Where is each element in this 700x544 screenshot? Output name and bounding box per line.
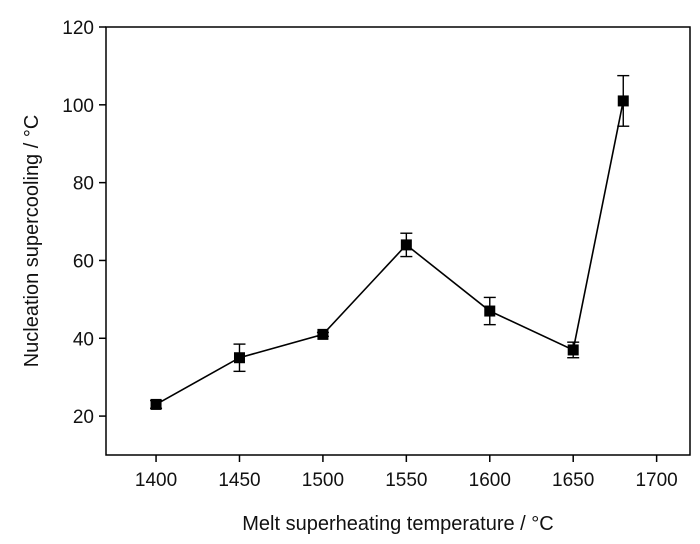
data-point-1650 <box>567 341 580 359</box>
data-point-1500 <box>316 328 329 340</box>
data-marker <box>150 398 162 410</box>
data-marker <box>317 328 329 340</box>
data-point-1600 <box>483 296 496 326</box>
data-marker <box>567 344 579 356</box>
x-tick-label: 1550 <box>385 470 427 491</box>
data-point-1400 <box>150 398 163 410</box>
x-tick-label: 1700 <box>635 470 677 491</box>
series-line <box>155 100 625 406</box>
plot-frame <box>105 26 691 456</box>
data-point-1680 <box>617 74 630 127</box>
x-tick-label: 1400 <box>135 470 177 491</box>
y-axis-title: Nucleation supercooling / °C <box>21 115 43 368</box>
data-marker <box>400 239 412 251</box>
data-marker <box>617 95 629 107</box>
x-axis-title: Melt superheating temperature / °C <box>242 513 553 535</box>
y-tick-label: 120 <box>62 18 94 39</box>
y-tick-label: 60 <box>73 251 94 272</box>
x-tick-label: 1500 <box>302 470 344 491</box>
series-layer <box>150 74 630 410</box>
y-tick-label: 20 <box>73 407 94 428</box>
x-tick-label: 1450 <box>218 470 260 491</box>
data-marker <box>233 352 245 364</box>
axis-ticks: 1400 1450 1500 1550 1600 1650 1700 20 40 60 80 100 1… <box>62 18 677 491</box>
y-tick-label: 80 <box>73 174 94 195</box>
data-point-1450 <box>233 343 246 373</box>
y-tick-label: 100 <box>62 96 94 117</box>
data-marker <box>484 305 496 317</box>
x-tick-label: 1650 <box>552 470 594 491</box>
data-point-1550 <box>400 232 413 258</box>
x-tick-label: 1600 <box>469 470 511 491</box>
y-tick-label: 40 <box>73 329 94 350</box>
